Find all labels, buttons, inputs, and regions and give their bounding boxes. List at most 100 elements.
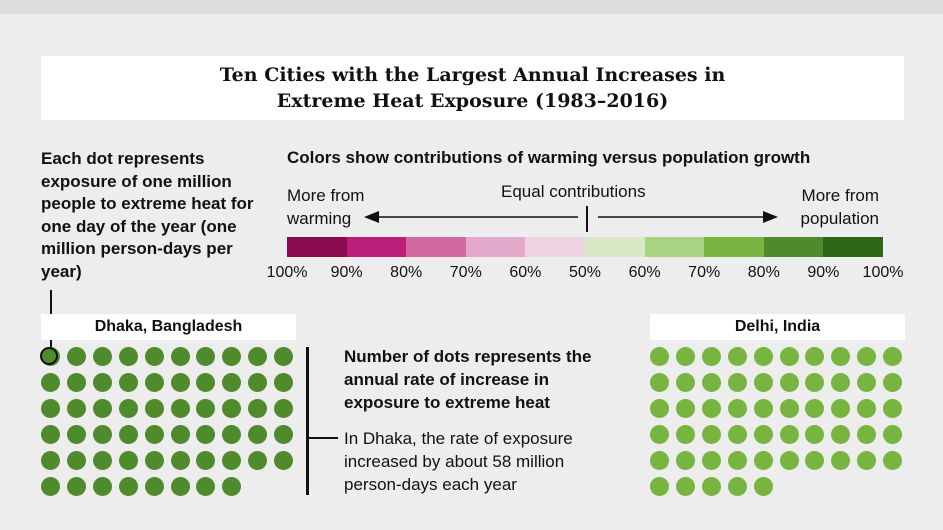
chart-title: Ten Cities with the Largest Annual Incre…: [41, 56, 904, 120]
dot: [779, 373, 799, 392]
dot: [675, 425, 695, 444]
dot: [753, 477, 773, 496]
dot: [701, 347, 721, 366]
dot: [831, 347, 851, 366]
dot: [170, 425, 190, 444]
dot: [805, 347, 825, 366]
dot: [248, 347, 268, 366]
color-swatch-7: [704, 237, 764, 257]
color-swatch-0: [287, 237, 347, 257]
dot: [41, 451, 60, 470]
dot: [675, 451, 695, 470]
dot: [883, 425, 903, 444]
scale-tick-label: 100%: [266, 264, 308, 281]
dot: [779, 425, 799, 444]
dot: [857, 399, 877, 418]
dot: [753, 425, 773, 444]
dot: [779, 347, 799, 366]
dot: [650, 477, 669, 496]
dot: [857, 347, 877, 366]
scale-tick-label: 50%: [568, 264, 602, 281]
scale-tick-label: 90%: [330, 264, 363, 281]
annotation-bracket: [306, 347, 309, 495]
scale-tick-label: 60%: [628, 264, 661, 281]
dot: [805, 373, 825, 392]
arrow-right-icon: [598, 211, 778, 223]
dot: [831, 399, 851, 418]
dot: [41, 477, 60, 496]
dot: [92, 373, 112, 392]
dot: [196, 425, 216, 444]
dot: [727, 451, 747, 470]
dot: [727, 425, 747, 444]
dot: [92, 399, 112, 418]
dot: [248, 451, 268, 470]
dot: [883, 451, 903, 470]
dot: [41, 373, 60, 392]
label-more-from-warming: More from warming: [287, 186, 365, 228]
dot: [144, 477, 164, 496]
color-swatch-4: [525, 237, 585, 257]
dot: [883, 347, 903, 366]
dot: [196, 477, 216, 496]
dot: [753, 347, 773, 366]
dot: [92, 451, 112, 470]
dot: [675, 373, 695, 392]
scale-tick-label: 80%: [390, 264, 423, 281]
color-scale-bar: [287, 237, 883, 257]
dot: [831, 451, 851, 470]
dot: [92, 347, 112, 366]
city-label-dhaka: Dhaka, Bangladesh: [41, 314, 296, 340]
scale-tick-label: 70%: [449, 264, 482, 281]
dot: [222, 373, 242, 392]
dot: [753, 451, 773, 470]
dot: [805, 399, 825, 418]
color-scale-ticks: 100% 90% 80% 70% 60% 50% 60% 70% 80% 90% 100%: [267, 264, 904, 284]
dot: [92, 425, 112, 444]
dot: [66, 477, 86, 496]
title-line-1: Ten Cities with the Largest Annual Incre…: [219, 64, 726, 86]
dot: [196, 373, 216, 392]
dot: [805, 451, 825, 470]
dot: [753, 373, 773, 392]
dot: [857, 373, 877, 392]
scale-tick-label: 100%: [862, 264, 904, 281]
dot: [196, 347, 216, 366]
dot: [650, 425, 669, 444]
dot: [41, 399, 60, 418]
scale-tick-label: 60%: [509, 264, 542, 281]
annotation-text: In Dhaka, the rate of exposure increased…: [344, 429, 573, 494]
label-more-from-population: More from population: [800, 186, 879, 228]
dot: [92, 477, 112, 496]
color-swatch-6: [644, 237, 705, 257]
dot: [701, 477, 721, 496]
dot: [857, 425, 877, 444]
dot: [805, 425, 825, 444]
dot: [144, 373, 164, 392]
dot: [248, 399, 268, 418]
dot: [118, 373, 138, 392]
dot: [727, 347, 747, 366]
dot: [144, 347, 164, 366]
dot: [222, 451, 242, 470]
dot: [66, 425, 86, 444]
dot: [170, 477, 190, 496]
dot: [118, 347, 138, 366]
dot: [857, 451, 877, 470]
title-line-2: Extreme Heat Exposure (1983–2016): [276, 90, 669, 112]
dot: [701, 451, 721, 470]
dot: [650, 399, 669, 418]
color-scale-title: Colors show contributions of warming ver…: [287, 148, 811, 167]
dot: [222, 425, 242, 444]
dot: [274, 373, 294, 392]
dot: [727, 477, 747, 496]
dot: [883, 399, 903, 418]
dot: [118, 477, 138, 496]
dot: [118, 399, 138, 418]
dot: [196, 451, 216, 470]
scale-tick-label: 80%: [747, 264, 780, 281]
dot: [170, 399, 190, 418]
dot: [779, 451, 799, 470]
dot: [170, 347, 190, 366]
color-swatch-8: [763, 237, 824, 257]
